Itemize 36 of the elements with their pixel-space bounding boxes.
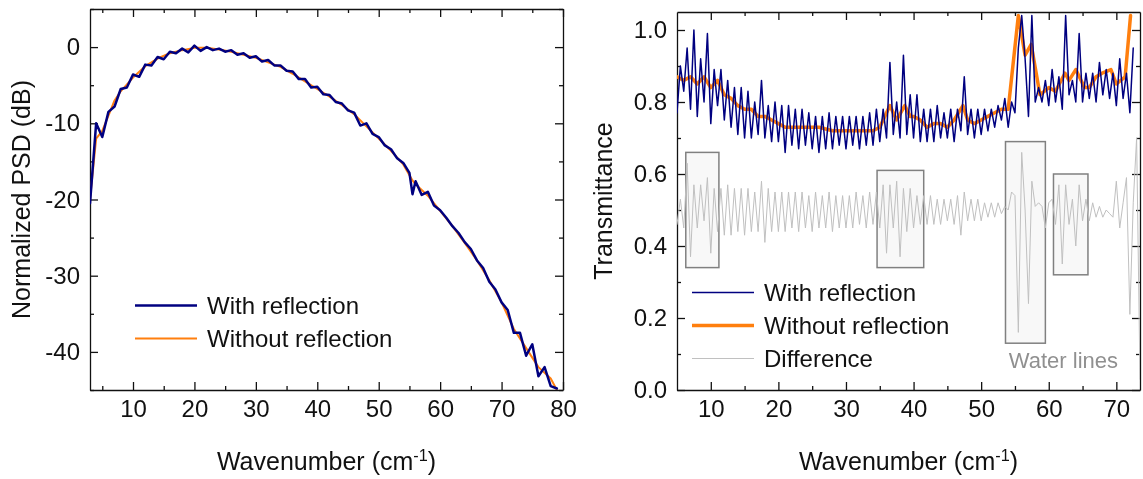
annotation: Water lines	[1008, 348, 1118, 373]
x-tick-label: 70	[488, 395, 516, 423]
y-tick-label: 0.4	[633, 232, 667, 260]
legend-label: Without reflection	[207, 324, 393, 352]
legend-label: Without reflection	[764, 311, 950, 339]
x-tick-label: 50	[968, 395, 996, 423]
x-tick-label: 10	[120, 395, 147, 423]
y-axis-title: Normalized PSD (dB)	[7, 80, 35, 319]
x-axis-title: Wavenumber (cm$^{-1}$)	[798, 446, 1019, 475]
y-tick-label: -10	[45, 109, 80, 137]
x-tick-label: 60	[427, 395, 454, 423]
y-tick-label: -20	[45, 185, 80, 213]
y-tick-label: 0.2	[633, 304, 667, 332]
y-tick-label: -40	[45, 338, 80, 366]
x-tick-label: 60	[1035, 395, 1063, 423]
y-tick-label: 1.0	[633, 16, 667, 44]
y-axis-title: Transmittance	[589, 122, 617, 280]
x-tick-label: 40	[304, 395, 332, 423]
y-tick-label: 0	[66, 33, 80, 61]
y-tick-label: 0.8	[633, 88, 667, 116]
x-tick-label: 30	[833, 395, 860, 423]
y-tick-label: 0.6	[633, 160, 667, 188]
x-tick-label: 10	[697, 395, 725, 423]
x-tick-label: 20	[765, 395, 793, 423]
x-tick-label: 40	[900, 395, 928, 423]
x-tick-label: 80	[550, 395, 577, 423]
y-tick-label: 0.0	[633, 376, 667, 404]
legend-label: Difference	[764, 344, 873, 372]
x-tick-label: 20	[181, 395, 209, 423]
x-tick-label: 70	[1103, 395, 1131, 423]
x-tick-label: 30	[243, 395, 270, 423]
y-tick-label: -30	[45, 261, 80, 289]
legend-label: With reflection	[207, 291, 360, 319]
x-tick-label: 50	[365, 395, 393, 423]
legend-label: With reflection	[764, 278, 917, 306]
x-axis-title: Wavenumber (cm$^{-1}$)	[216, 446, 437, 475]
